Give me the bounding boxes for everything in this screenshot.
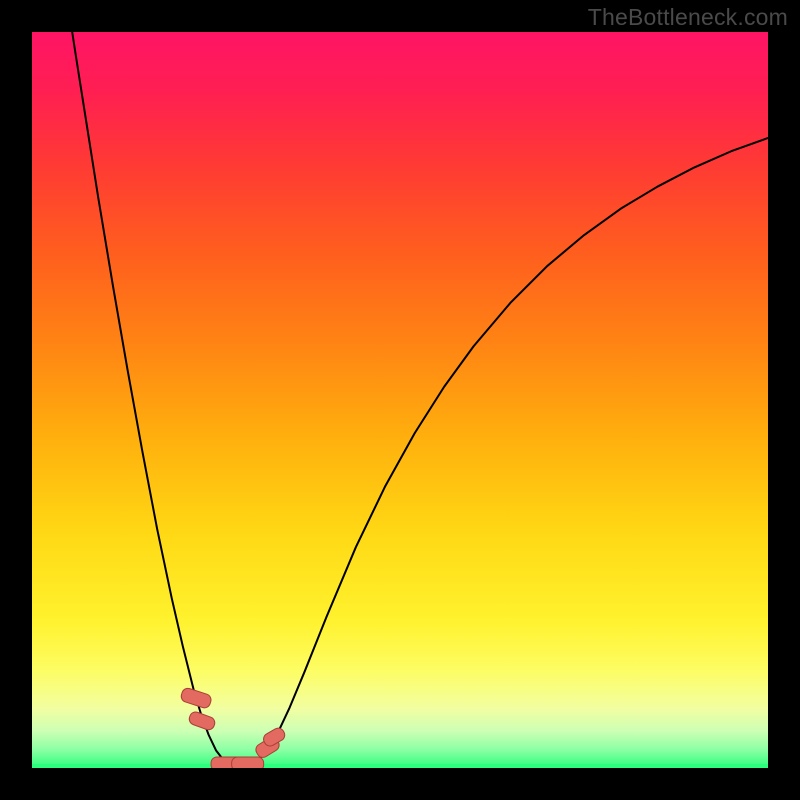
chart-stage: TheBottleneck.com	[0, 0, 800, 800]
green-baseline-strip	[32, 764, 768, 768]
bottleneck-curve-chart	[0, 0, 800, 800]
gradient-background	[32, 32, 768, 768]
